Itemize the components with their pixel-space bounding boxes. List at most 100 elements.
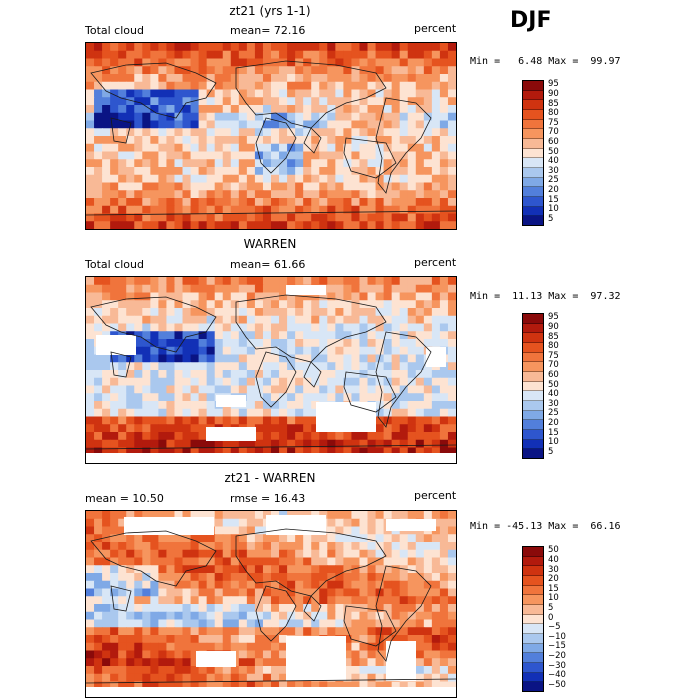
colorbar-swatch [523,343,543,353]
colorbar [522,80,544,226]
min-max-label: Min = 6.48 Max = 99.97 [470,56,621,67]
colorbar-swatch [523,556,543,567]
colorbar-swatch [523,177,543,188]
colorbar-tick-label: −15 [548,641,566,652]
colorbar-swatch [523,634,543,644]
colorbar-tick-label: 5 [548,602,554,613]
colorbar-swatch [523,81,543,91]
colorbar-swatch [523,672,543,683]
colorbar-tick-label: 30 [548,165,559,176]
colorbar-swatch [523,362,543,373]
colorbar-swatch [523,576,543,586]
colorbar-tick-label: 75 [548,350,559,361]
mean-label: mean= 72.16 [230,24,306,37]
colorbar-tick-label: 85 [548,331,559,342]
colorbar-swatch [523,605,543,615]
units-label: percent [414,256,457,269]
colorbar-swatch [523,595,543,606]
colorbar-swatch [523,449,543,459]
colorbar-swatch [523,401,543,411]
rmse-label: rmse = 16.43 [230,492,306,505]
colorbar-swatch [523,110,543,120]
colorbar-tick-label: 15 [548,427,559,438]
colorbar-tick-label: 60 [548,136,559,147]
colorbar-swatch [523,100,543,111]
colorbar-swatch [523,90,543,101]
mean-label: mean = 10.50 [85,492,164,505]
colorbar-swatch [523,139,543,149]
colorbar-swatch [523,547,543,557]
season-label: DJF [510,8,552,33]
field-label: Total cloud [85,24,144,37]
colorbar-tick-label: 70 [548,127,559,138]
min-max-label: Min = 11.13 Max = 97.32 [470,291,621,302]
colorbar-tick-label: 80 [548,341,559,352]
cloud-map [85,276,457,464]
colorbar-swatch [523,682,543,692]
colorbar-tick-label: 50 [548,545,559,556]
colorbar-swatch [523,391,543,402]
colorbar-tick-label: 10 [548,204,559,215]
colorbar-swatch [523,439,543,450]
colorbar-swatch [523,352,543,363]
colorbar-tick-label: 80 [548,108,559,119]
colorbar [522,546,544,692]
colorbar-swatch [523,663,543,673]
colorbar-tick-label: −50 [548,679,566,690]
colorbar-tick-label: −10 [548,631,566,642]
colorbar-swatch [523,614,543,625]
colorbar-tick-label: 40 [548,554,559,565]
colorbar-tick-label: 60 [548,369,559,380]
colorbar-tick-label: 10 [548,437,559,448]
colorbar-tick-label: 75 [548,117,559,128]
colorbar-swatch [523,168,543,178]
colorbar-swatch [523,420,543,431]
colorbar-swatch [523,197,543,207]
colorbar-tick-label: 95 [548,79,559,90]
colorbar-swatch [523,323,543,334]
colorbar-tick-label: 20 [548,574,559,585]
colorbar-tick-label: −30 [548,660,566,671]
colorbar-swatch [523,653,543,664]
colorbar-tick-label: 40 [548,389,559,400]
colorbar [522,313,544,459]
colorbar-swatch [523,566,543,577]
colorbar-tick-label: 20 [548,417,559,428]
cloud-map [85,42,457,230]
colorbar-swatch [523,158,543,169]
difference-map [85,510,457,698]
units-label: percent [414,22,457,35]
colorbar-tick-label: −20 [548,650,566,661]
colorbar-tick-label: 85 [548,98,559,109]
colorbar-tick-label: 90 [548,321,559,332]
colorbar-tick-label: 25 [548,408,559,419]
colorbar-tick-label: 30 [548,398,559,409]
colorbar-tick-label: −5 [548,622,561,633]
colorbar-tick-label: 10 [548,593,559,604]
panel-title: zt21 - WARREN [224,471,316,485]
colorbar-tick-label: 0 [548,612,554,623]
colorbar-swatch [523,129,543,140]
colorbar-tick-label: 50 [548,379,559,390]
colorbar-tick-label: 15 [548,583,559,594]
colorbar-tick-label: 70 [548,360,559,371]
panel-title: WARREN [243,237,297,251]
colorbar-tick-label: 15 [548,194,559,205]
colorbar-tick-label: 95 [548,312,559,323]
colorbar-swatch [523,585,543,596]
colorbar-tick-label: 40 [548,156,559,167]
panel-title: zt21 (yrs 1-1) [229,4,311,18]
colorbar-tick-label: 30 [548,564,559,575]
colorbar-tick-label: 20 [548,184,559,195]
colorbar-swatch [523,314,543,324]
colorbar-swatch [523,216,543,226]
min-max-label: Min = -45.13 Max = 66.16 [470,521,621,532]
colorbar-tick-label: −40 [548,670,566,681]
colorbar-swatch [523,430,543,440]
colorbar-tick-label: 90 [548,88,559,99]
colorbar-tick-label: 5 [548,446,554,457]
colorbar-swatch [523,643,543,654]
colorbar-swatch [523,410,543,421]
colorbar-swatch [523,333,543,344]
colorbar-swatch [523,381,543,392]
